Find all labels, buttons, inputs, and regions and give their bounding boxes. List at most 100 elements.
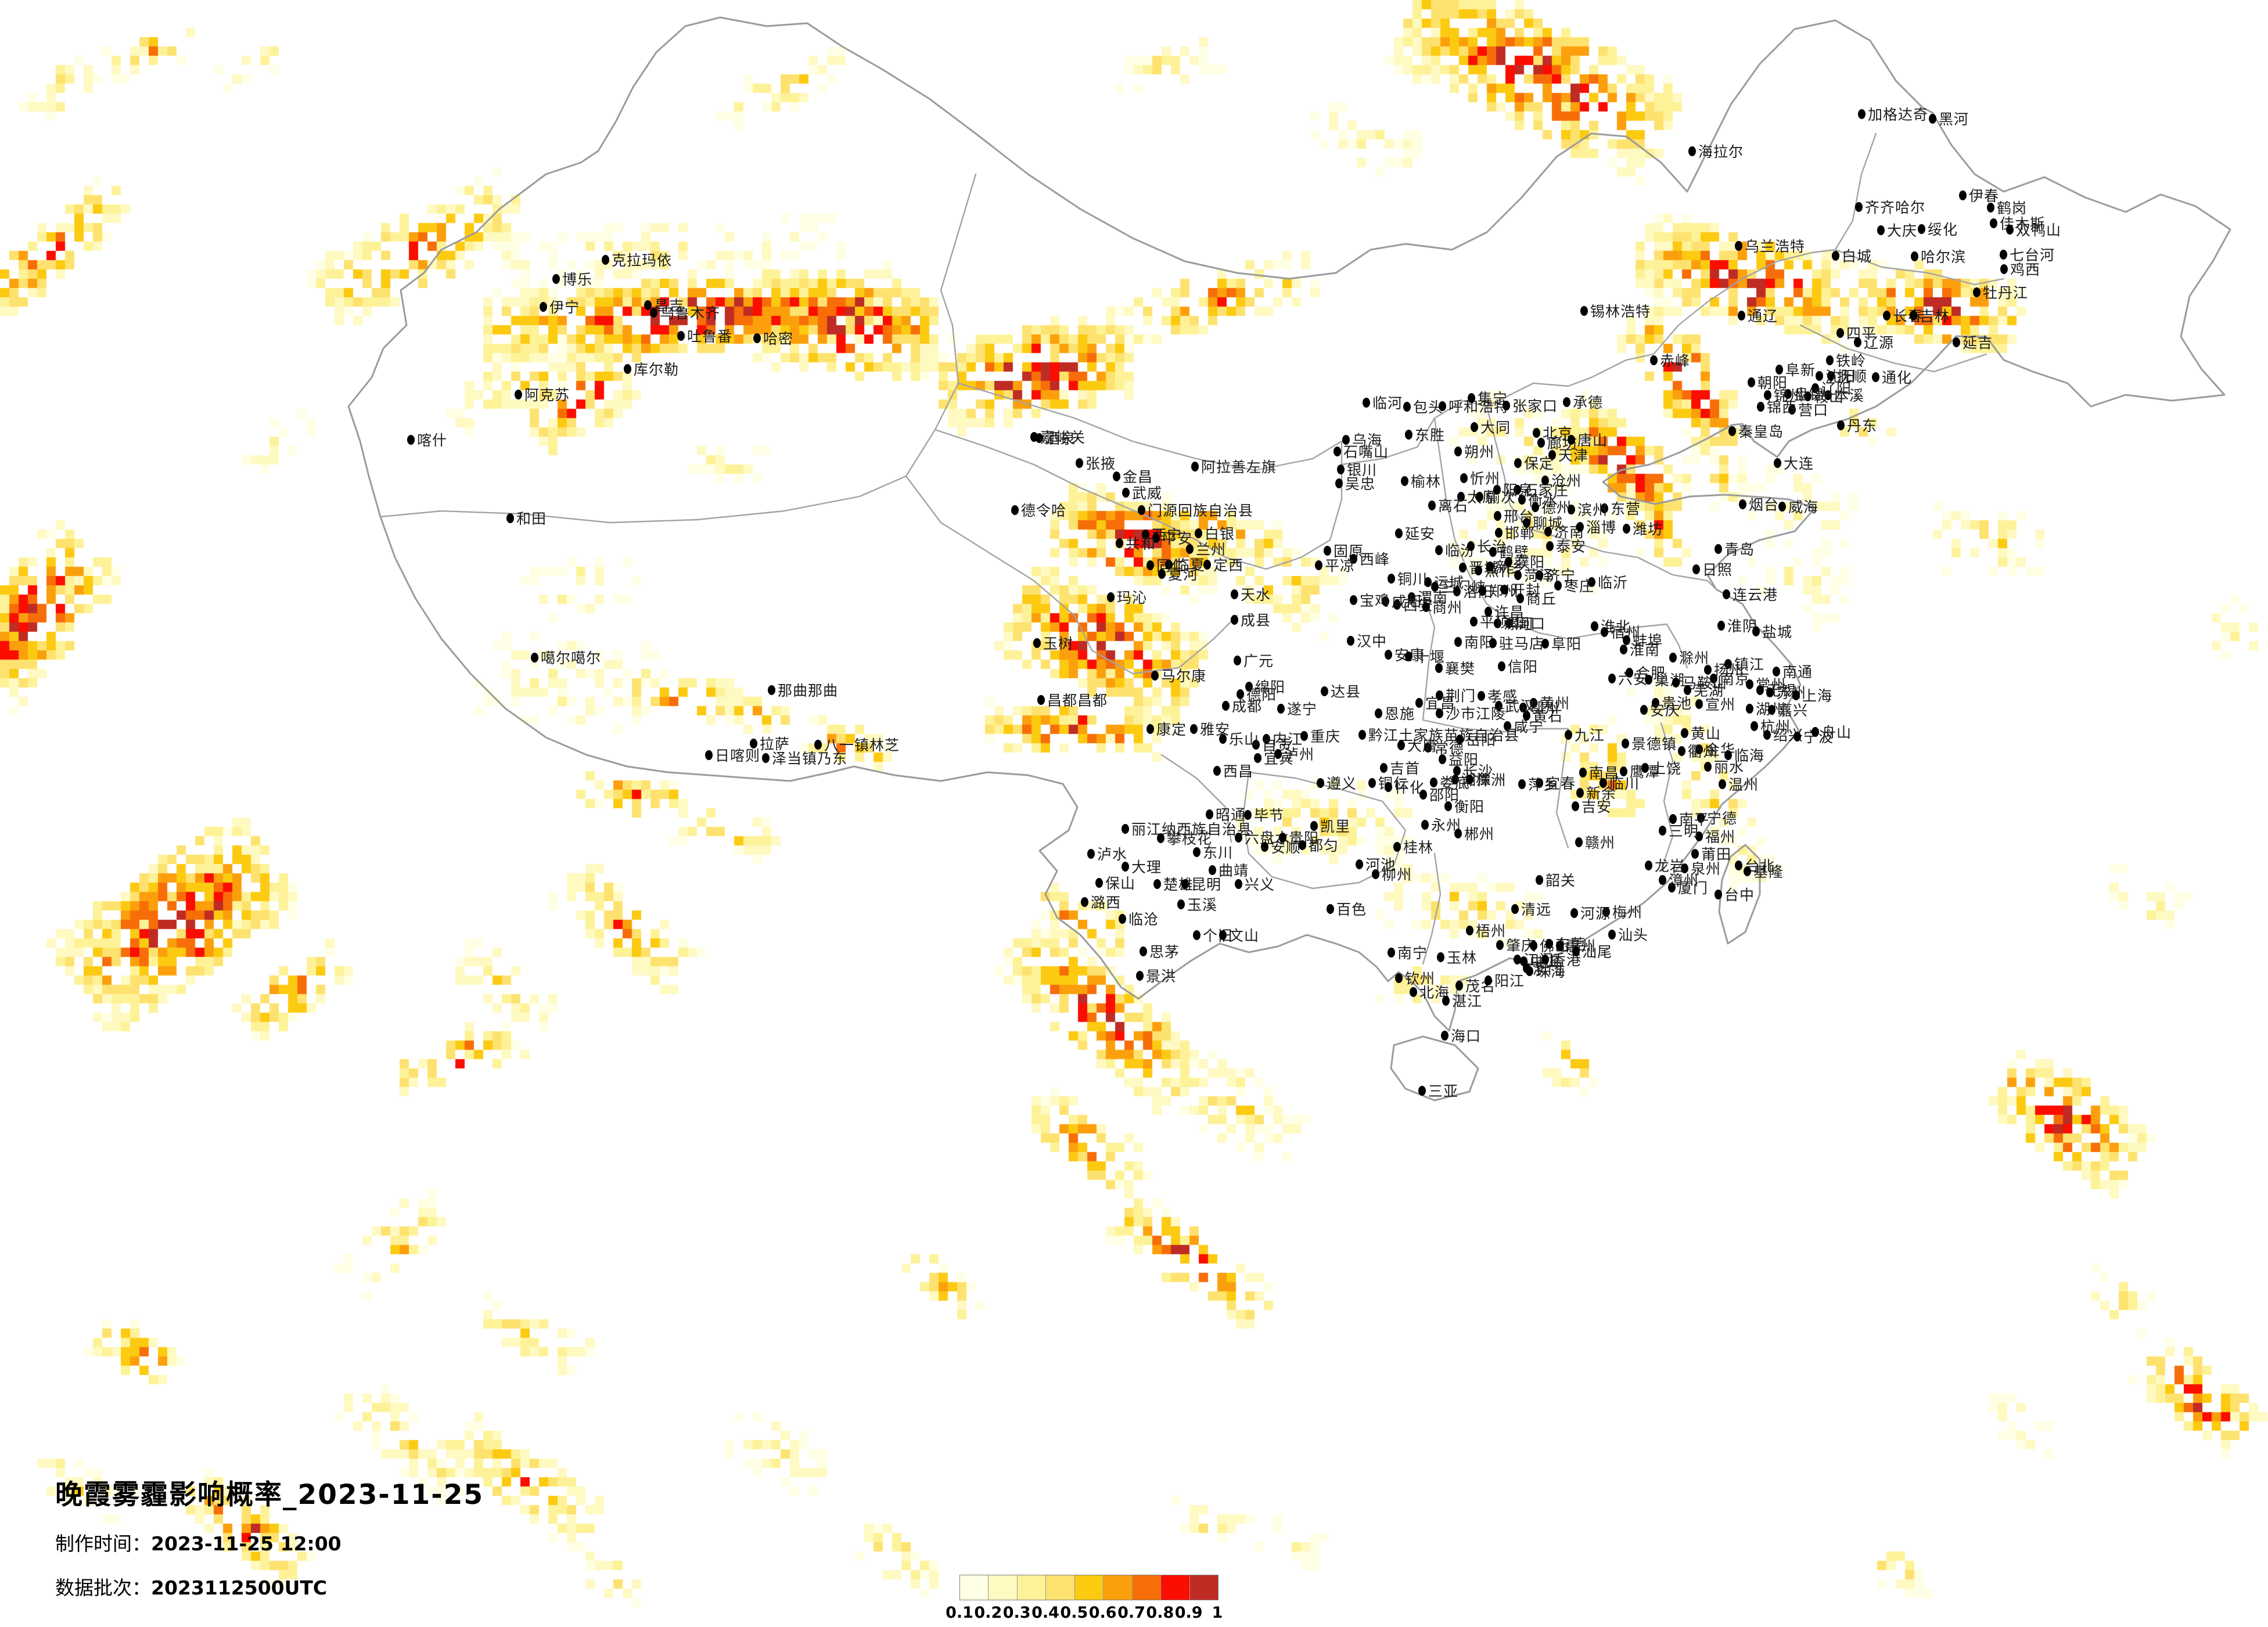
city-label: 哈密 <box>763 330 794 347</box>
city-dot <box>1695 744 1703 754</box>
city-label: 博乐 <box>562 271 593 288</box>
city-marker: 新余 <box>1576 782 1616 803</box>
city-label: 抚顺 <box>1837 368 1868 385</box>
city-dot <box>1588 577 1595 587</box>
city-marker: 商州 <box>1422 596 1462 617</box>
city-marker: 怀化 <box>1385 776 1425 797</box>
city-label: 沈阳 <box>1825 368 1856 385</box>
city-dot <box>1536 570 1543 580</box>
city-label: 淮南 <box>1630 642 1660 658</box>
city-label: 大同 <box>1480 419 1511 436</box>
city-marker: 辽源 <box>1854 332 1894 352</box>
city-marker: 运城 <box>1424 571 1464 592</box>
city-marker: 清远 <box>1511 898 1551 919</box>
city-marker: 丹东 <box>1837 415 1877 435</box>
city-marker: 盘锦 <box>1784 383 1824 404</box>
city-marker: 玉溪 <box>1177 894 1217 915</box>
city-label: 东胜 <box>1415 427 1446 444</box>
city-label: 北京 <box>1543 425 1573 442</box>
city-dot <box>1395 528 1403 538</box>
city-marker: 保山 <box>1095 872 1135 893</box>
city-label: 大庸 <box>1407 737 1438 754</box>
city-label: 平顶山 <box>1480 614 1526 631</box>
city-dot <box>1724 658 1732 669</box>
city-dot <box>1523 710 1530 721</box>
city-dot <box>1620 644 1627 654</box>
city-marker: 西昌 <box>1213 760 1253 781</box>
city-label: 温州 <box>1728 776 1759 793</box>
city-label: 鹤岗 <box>1997 200 2028 217</box>
city-marker: 兰州 <box>1186 538 1226 559</box>
city-marker: 衢州 <box>1678 740 1718 761</box>
city-marker: 莆田 <box>1691 843 1731 864</box>
city-label: 天水 <box>1241 586 1271 603</box>
city-label: 雅安 <box>1200 721 1231 738</box>
city-dot <box>1467 541 1475 551</box>
city-dot <box>1793 731 1801 741</box>
city-marker: 汕尾 <box>1572 941 1612 962</box>
city-label: 保山 <box>1105 875 1136 892</box>
city-label: 宁德 <box>1707 810 1738 827</box>
city-dot <box>1973 287 1981 297</box>
city-dot <box>1746 679 1753 689</box>
city-marker: 沙市江陵 <box>1436 703 1506 723</box>
city-label: 伊宁 <box>549 299 580 316</box>
city-marker: 德州 <box>1532 496 1572 517</box>
city-label: 张家口 <box>1512 398 1558 415</box>
city-label: 泉州 <box>1691 861 1721 877</box>
city-label: 南阳 <box>1464 634 1495 651</box>
city-dot <box>1435 663 1443 673</box>
city-label: 和田 <box>516 510 547 527</box>
city-dot <box>1489 638 1497 648</box>
legend-swatch <box>1017 1575 1047 1600</box>
city-dot <box>1261 841 1268 852</box>
city-marker: 营口 <box>1788 399 1828 420</box>
city-label: 南昌 <box>1589 765 1620 782</box>
city-dot <box>1518 494 1526 505</box>
city-dot <box>1380 762 1388 773</box>
city-label: 黔江土家族苗族自治县 <box>1368 727 1520 744</box>
city-dot <box>1363 397 1370 408</box>
city-label: 梅州 <box>1612 904 1643 921</box>
city-label: 辽阳 <box>1821 380 1852 397</box>
city-dot <box>515 389 522 399</box>
city-dot <box>1466 774 1473 784</box>
city-dot <box>1645 860 1652 870</box>
city-marker: 淮南 <box>1620 639 1660 660</box>
city-dot <box>1715 543 1722 554</box>
city-dot <box>1436 708 1443 718</box>
city-dot <box>1724 750 1732 760</box>
city-dot <box>1405 429 1412 440</box>
city-dot <box>1468 393 1475 403</box>
city-marker: 温州 <box>1719 773 1759 794</box>
city-dot <box>1735 240 1742 251</box>
city-marker: 鹤壁 <box>1489 541 1529 562</box>
city-dot <box>1990 218 1997 228</box>
city-dot <box>1119 913 1126 924</box>
legend-tick-label: 0.3 <box>1002 1604 1031 1622</box>
city-dot <box>1430 777 1437 787</box>
city-dot <box>650 307 657 318</box>
city-label: 西峰 <box>1360 551 1390 568</box>
city-dot <box>1485 975 1492 985</box>
city-dot <box>1263 733 1270 744</box>
city-label: 泸水 <box>1097 846 1128 863</box>
city-label: 吉首 <box>1390 760 1421 777</box>
city-dot <box>1530 940 1537 951</box>
city-label: 鞍山 <box>1814 388 1845 405</box>
city-marker: 黄石 <box>1523 705 1563 726</box>
city-label: 库尔勒 <box>634 361 680 378</box>
city-marker: 阳江 <box>1485 970 1525 991</box>
city-dot <box>1811 383 1819 393</box>
city-marker: 株洲 <box>1466 769 1506 790</box>
city-dot <box>1832 250 1839 261</box>
city-dot <box>1439 401 1446 411</box>
city-dot <box>1576 521 1584 532</box>
city-dot <box>1113 471 1120 481</box>
city-dot <box>644 300 652 310</box>
city-label: 平安 <box>1162 530 1193 547</box>
city-dot <box>1544 526 1552 537</box>
city-marker: 丽江纳西族自治县 <box>1122 818 1252 839</box>
city-label: 周口 <box>1515 615 1546 632</box>
city-dot <box>1476 491 1483 502</box>
